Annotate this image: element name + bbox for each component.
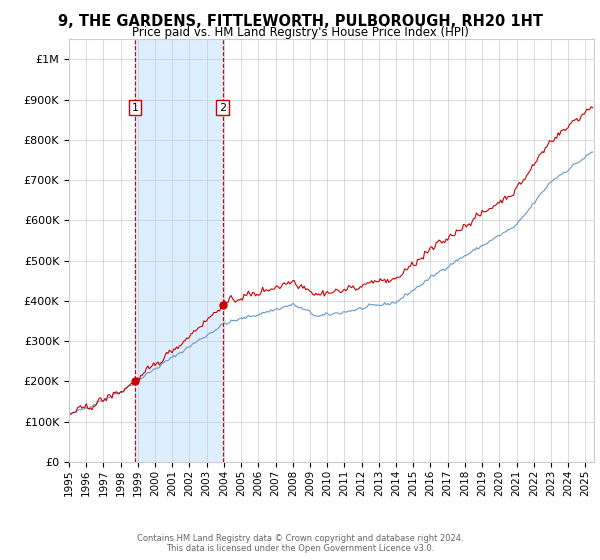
Text: 2: 2 (219, 102, 226, 113)
Text: Contains HM Land Registry data © Crown copyright and database right 2024.
This d: Contains HM Land Registry data © Crown c… (137, 534, 463, 553)
Bar (135, 39, 223, 462)
Text: 1: 1 (131, 102, 139, 113)
Text: Price paid vs. HM Land Registry's House Price Index (HPI): Price paid vs. HM Land Registry's House … (131, 26, 469, 39)
Text: 9, THE GARDENS, FITTLEWORTH, PULBOROUGH, RH20 1HT: 9, THE GARDENS, FITTLEWORTH, PULBOROUGH,… (58, 14, 542, 29)
